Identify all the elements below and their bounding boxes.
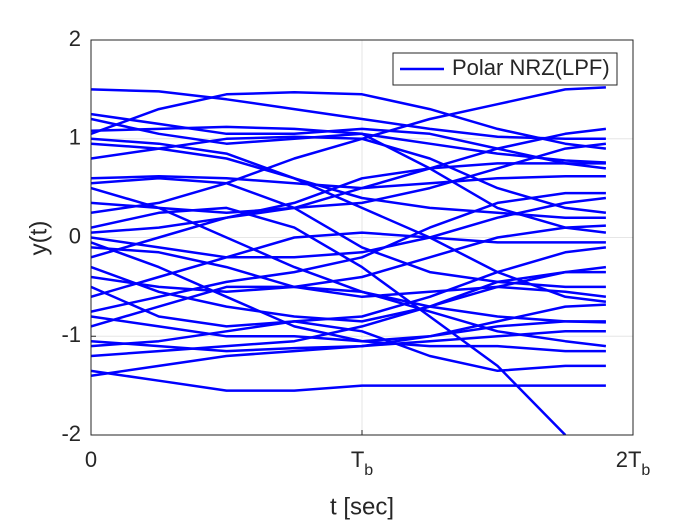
trace [91,137,607,303]
x-tick-label: 2Tb [616,447,651,479]
trace [91,142,607,259]
trace [91,270,606,358]
trace [91,135,607,215]
trace [91,162,606,234]
trace [91,117,607,234]
trace [91,224,606,294]
y-tick-label: 0 [69,223,81,248]
trace [91,142,606,219]
x-tick-label: Tb [351,447,373,479]
y-tick-label: 2 [69,26,81,51]
legend: Polar NRZ(LPF) [392,52,618,86]
axes-box [90,39,634,436]
y-axis-label: y(t) [25,221,52,256]
trace [91,127,607,215]
trace [91,285,606,373]
trace [91,191,606,313]
trace [91,246,607,299]
y-tick-label: -1 [61,322,81,347]
trace [91,265,607,323]
trace [91,177,606,289]
legend-label: Polar NRZ(LPF) [452,55,610,80]
trace [91,330,606,378]
trace [91,206,567,435]
x-axis-label: t [sec] [330,493,394,520]
y-tick-label: -2 [61,421,81,446]
trace [91,285,607,348]
trace [91,112,607,170]
trace [91,315,606,343]
trace [91,246,607,348]
traces [91,86,607,435]
trace [91,231,606,298]
trace [91,196,607,259]
x-tick-label: 0 [85,447,97,472]
y-tick-label: 1 [69,125,81,150]
trace [91,369,606,392]
